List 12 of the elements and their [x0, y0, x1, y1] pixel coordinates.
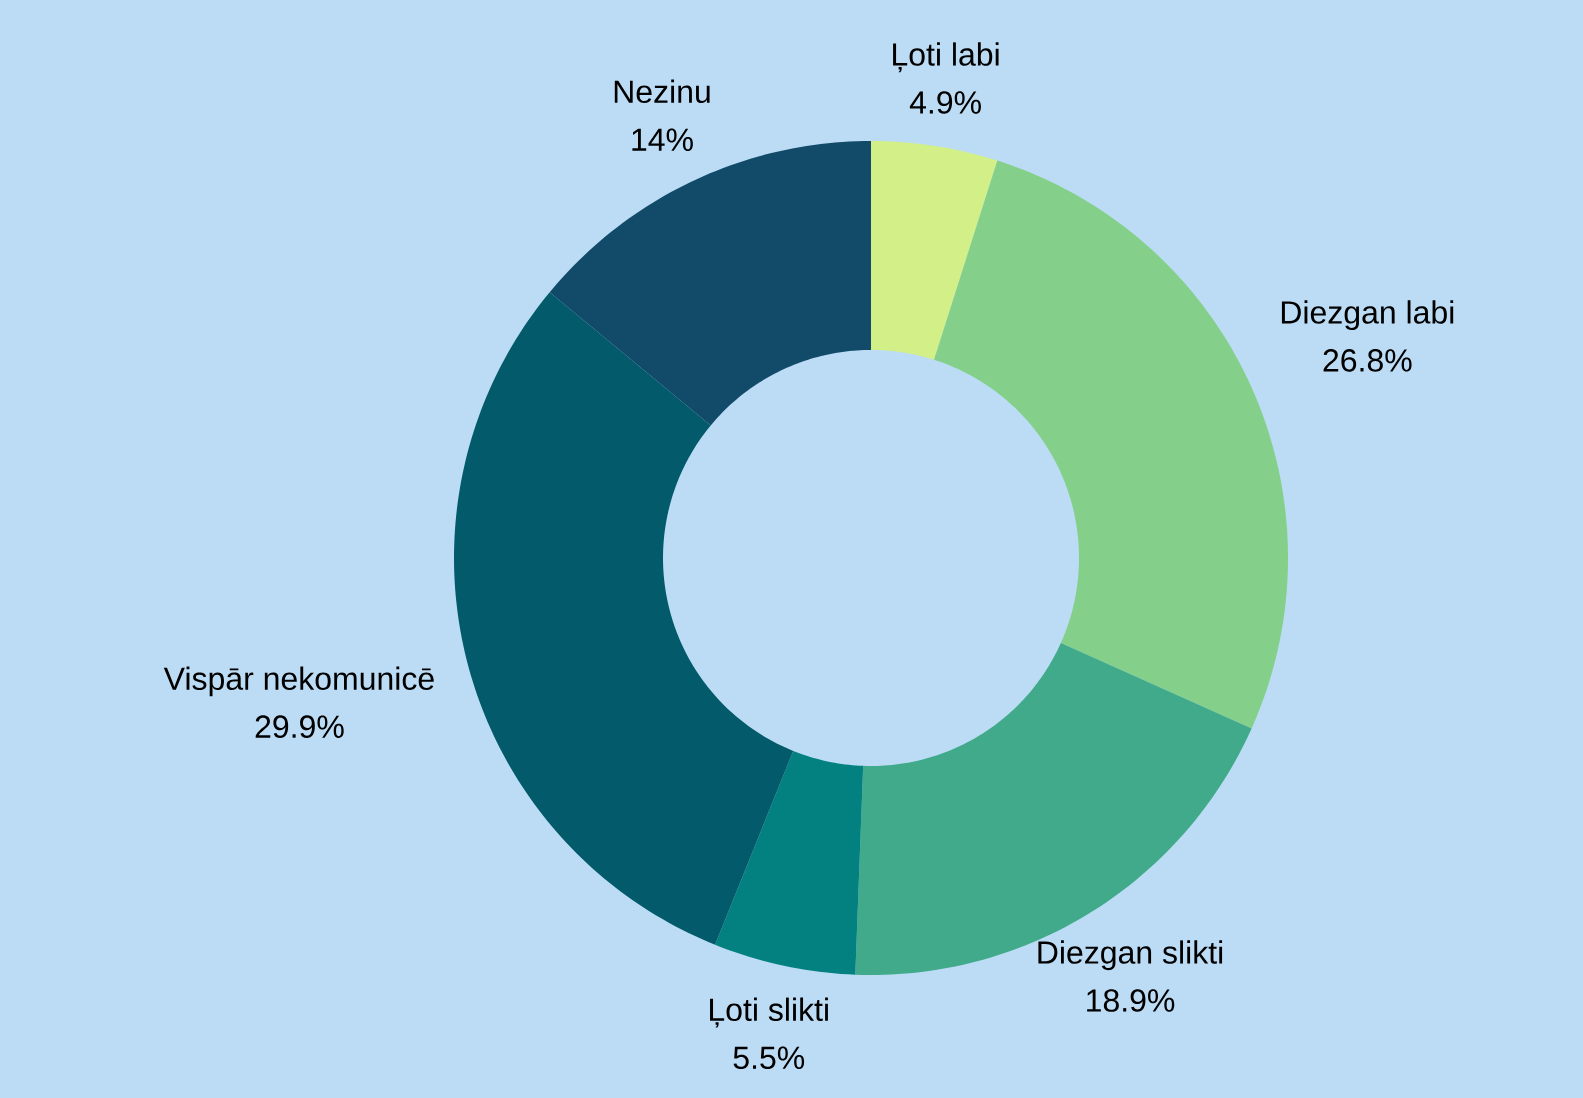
slice-label: Vispār nekomunicē — [163, 666, 434, 697]
slice-label: Diezgan labi — [1281, 300, 1454, 331]
data-label: 4.9% — [909, 91, 981, 114]
data-label: 26.8% — [1323, 349, 1412, 372]
data-label: 5.5% — [733, 1046, 805, 1070]
data-label: 29.9% — [255, 715, 344, 739]
slice-label: Diezgan slikti — [1038, 940, 1223, 971]
slice-label: Ļoti labi — [893, 42, 999, 73]
slice-label: Ļoti slikti — [710, 997, 828, 1028]
data-label: 14% — [632, 128, 693, 151]
data-label: 18.9% — [1087, 989, 1175, 1012]
slice-label: Nezinu — [614, 79, 710, 104]
